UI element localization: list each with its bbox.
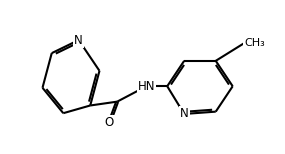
Text: N: N bbox=[74, 34, 83, 47]
Text: CH₃: CH₃ bbox=[244, 38, 265, 48]
Text: O: O bbox=[105, 116, 114, 129]
Text: HN: HN bbox=[138, 80, 155, 93]
Text: N: N bbox=[180, 107, 189, 120]
